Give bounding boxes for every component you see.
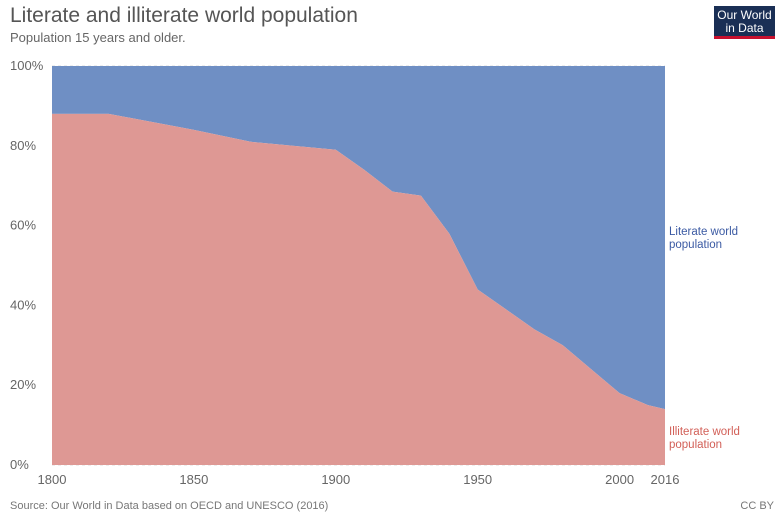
x-tick-label: 1900 [321,472,350,487]
tick-layer: 0% 20% 40% 60% 80% 100% 1800 1850 1900 1950 2000 20… [10,58,679,487]
license-link[interactable]: CC BY [740,500,774,512]
x-tick-label: 2016 [651,472,680,487]
series-label-literate: Literate world population [669,226,738,251]
y-tick-label: 0% [10,457,29,472]
series-label-illiterate: Illiterate world population [669,426,740,451]
y-tick-label: 100% [10,58,44,73]
owid-logo[interactable]: Our World in Data [714,6,775,39]
x-tick-label: 1800 [38,472,67,487]
area-literate[interactable] [52,66,665,410]
x-tick-label: 1850 [179,472,208,487]
source-note: Source: Our World in Data based on OECD … [10,500,329,512]
area-layer [52,66,665,465]
chart-title: Literate and illiterate world population [10,4,358,27]
logo-line-2: in Data [725,21,764,35]
y-tick-label: 20% [10,377,36,392]
logo-line-1: Our World [717,8,772,22]
y-tick-label: 80% [10,138,36,153]
y-tick-label: 60% [10,218,36,233]
x-tick-label: 2000 [605,472,634,487]
series-label-layer: Literate world population Illiterate world… [669,226,740,451]
x-tick-label: 1950 [463,472,492,487]
chart-subtitle: Population 15 years and older. [10,30,186,45]
area-illiterate[interactable] [52,113,665,465]
y-tick-label: 40% [10,297,36,312]
